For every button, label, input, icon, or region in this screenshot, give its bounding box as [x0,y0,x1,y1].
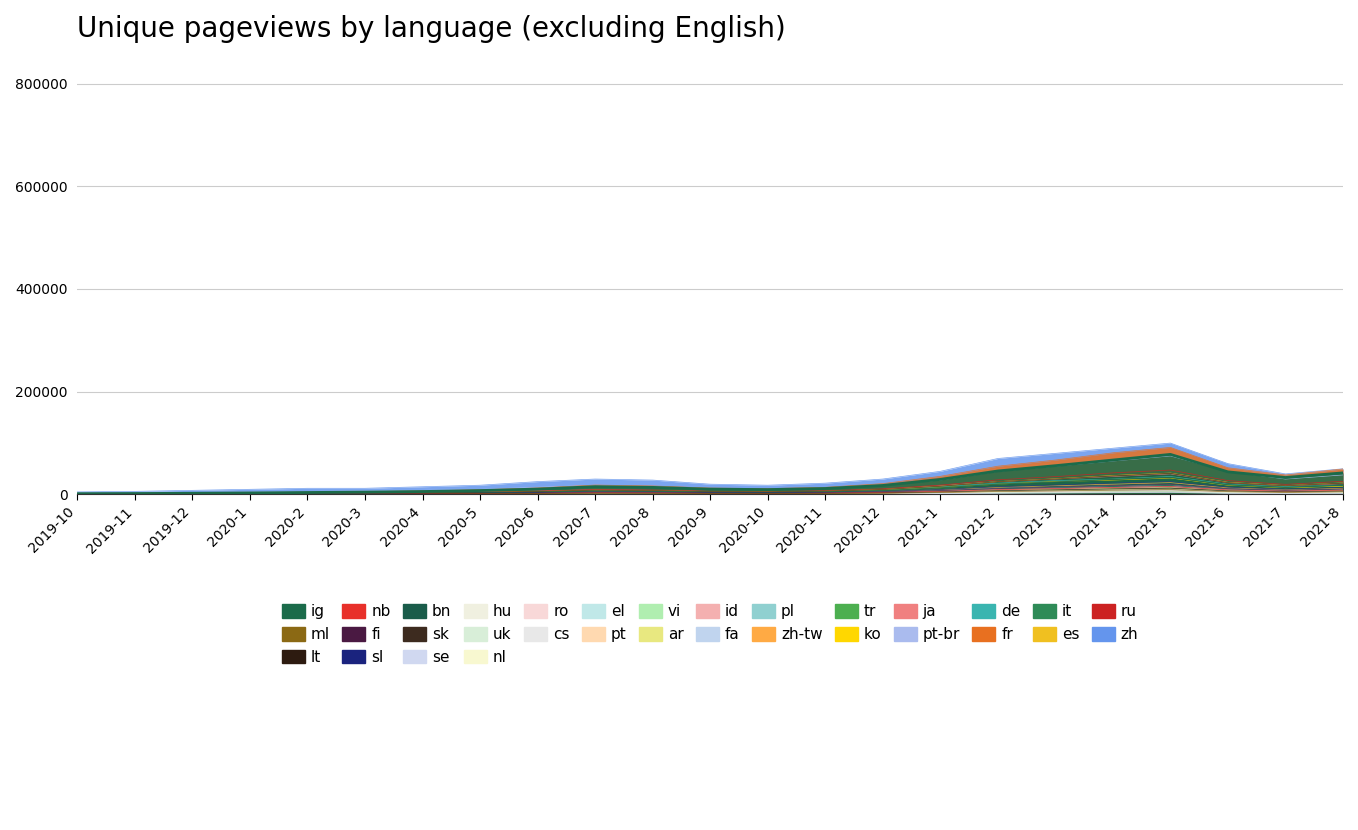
Legend: ig, ml, lt, nb, fi, sl, bn, sk, se, hu, uk, nl, ro, cs, el, pt, vi, ar, id, fa, : ig, ml, lt, nb, fi, sl, bn, sk, se, hu, … [276,598,1145,671]
Text: Unique pageviews by language (excluding English): Unique pageviews by language (excluding … [77,15,786,43]
